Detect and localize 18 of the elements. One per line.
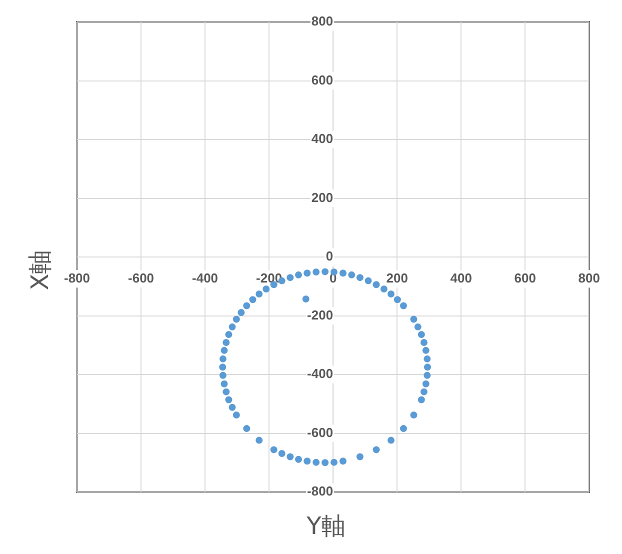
x-tick-label: -600 xyxy=(128,270,154,286)
y-tick-label: 600 xyxy=(311,72,334,88)
x-tick-label: -400 xyxy=(192,270,218,286)
y-tick-label: 800 xyxy=(311,14,334,29)
x-tick-label: 400 xyxy=(450,270,472,286)
y-tick-label: -400 xyxy=(307,366,334,382)
y-tick-label: 400 xyxy=(311,131,334,146)
y-axis-title: X軸 xyxy=(25,250,55,290)
y-tick-label: -200 xyxy=(307,307,334,322)
x-axis-title: Y軸 xyxy=(306,511,346,542)
y-tick-label: -800 xyxy=(307,484,334,499)
x-tick-label: 800 xyxy=(578,270,600,286)
x-tick-label: 600 xyxy=(514,270,536,286)
x-tick-label: -800 xyxy=(64,270,90,286)
y-tick-label: 200 xyxy=(311,190,334,205)
x-tick-label: 200 xyxy=(386,270,408,286)
y-tick-label: -600 xyxy=(307,424,334,440)
y-tick-label: 0 xyxy=(326,248,334,264)
